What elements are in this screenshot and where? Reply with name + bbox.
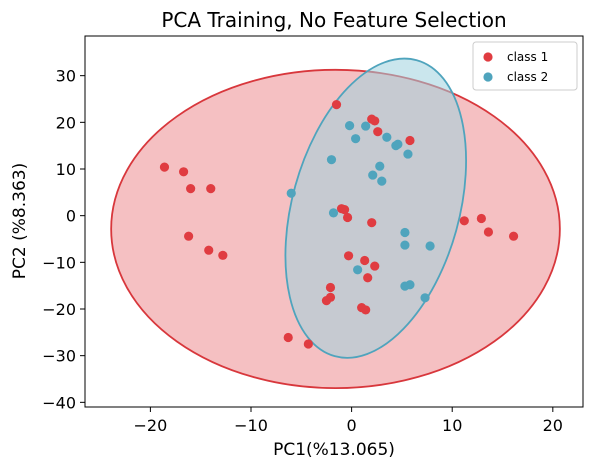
point-class-2 xyxy=(375,161,385,171)
point-class-1 xyxy=(360,255,370,266)
legend-box xyxy=(472,41,578,91)
point-class-1 xyxy=(204,245,214,255)
point-class-2 xyxy=(368,170,378,180)
point-class-1 xyxy=(178,167,189,177)
legend-marker-class-1 xyxy=(483,52,493,62)
legend: class 1 class 2 xyxy=(472,41,578,91)
x-tick-label: 0 xyxy=(347,416,357,435)
legend-label-class-1: class 1 xyxy=(507,50,548,64)
y-tick-label: −30 xyxy=(42,347,76,366)
point-class-2 xyxy=(326,155,337,165)
legend-marker-class-2 xyxy=(483,72,493,82)
y-axis-ticks: −40 −30 −20 −10 0 10 20 30 xyxy=(42,67,85,412)
point-class-1 xyxy=(363,273,373,283)
y-tick-label: −20 xyxy=(42,300,76,319)
point-class-1 xyxy=(370,116,380,126)
y-tick-label: −10 xyxy=(42,253,76,272)
point-class-1 xyxy=(321,296,332,306)
x-axis-label: PC1(%13.065) xyxy=(273,440,395,460)
point-class-2 xyxy=(425,241,435,251)
point-class-2 xyxy=(400,240,410,250)
y-axis-label: PC2 (%8.363) xyxy=(10,163,30,279)
point-class-2 xyxy=(382,132,392,142)
point-class-1 xyxy=(459,216,469,226)
point-class-2 xyxy=(361,121,371,131)
x-tick-label: −20 xyxy=(134,416,168,435)
data-points xyxy=(159,100,519,349)
point-class-1 xyxy=(206,184,216,194)
point-class-1 xyxy=(218,250,228,260)
point-class-2 xyxy=(393,139,403,149)
point-class-1 xyxy=(373,127,383,137)
x-tick-label: 20 xyxy=(543,416,563,435)
y-tick-label: 20 xyxy=(56,113,76,132)
x-tick-label: 10 xyxy=(442,416,462,435)
point-class-1 xyxy=(370,261,380,271)
point-class-1 xyxy=(184,231,194,241)
point-class-2 xyxy=(400,227,410,238)
y-tick-label: −40 xyxy=(42,393,76,412)
point-class-2 xyxy=(353,265,363,275)
point-class-1 xyxy=(186,184,196,194)
point-class-2 xyxy=(403,149,413,159)
point-class-1 xyxy=(283,332,293,343)
point-class-2 xyxy=(344,121,355,131)
point-class-1 xyxy=(476,213,486,224)
point-class-1 xyxy=(331,100,342,110)
point-class-2 xyxy=(420,293,430,303)
point-class-1 xyxy=(483,227,494,237)
legend-label-class-2: class 2 xyxy=(507,70,548,84)
y-tick-label: 10 xyxy=(56,160,76,179)
point-class-1 xyxy=(342,212,353,223)
y-tick-label: 30 xyxy=(56,67,76,86)
point-class-1 xyxy=(325,282,336,293)
point-class-1 xyxy=(508,231,519,241)
point-class-1 xyxy=(339,205,350,215)
point-class-2 xyxy=(328,208,339,218)
point-class-1 xyxy=(405,135,415,146)
point-class-1 xyxy=(343,251,354,261)
point-class-2 xyxy=(377,176,387,186)
y-tick-label: 0 xyxy=(66,207,76,226)
point-class-1 xyxy=(361,305,371,315)
x-axis-ticks: −20 −10 0 10 20 xyxy=(134,407,563,435)
point-class-2 xyxy=(286,188,296,198)
point-class-1 xyxy=(159,162,170,172)
x-tick-label: −10 xyxy=(234,416,268,435)
chart-title: PCA Training, No Feature Selection xyxy=(161,8,506,32)
plot-frame xyxy=(84,35,584,408)
point-class-1 xyxy=(367,218,377,228)
point-class-2 xyxy=(351,134,361,144)
point-class-2 xyxy=(400,281,410,291)
point-class-1 xyxy=(303,339,313,349)
